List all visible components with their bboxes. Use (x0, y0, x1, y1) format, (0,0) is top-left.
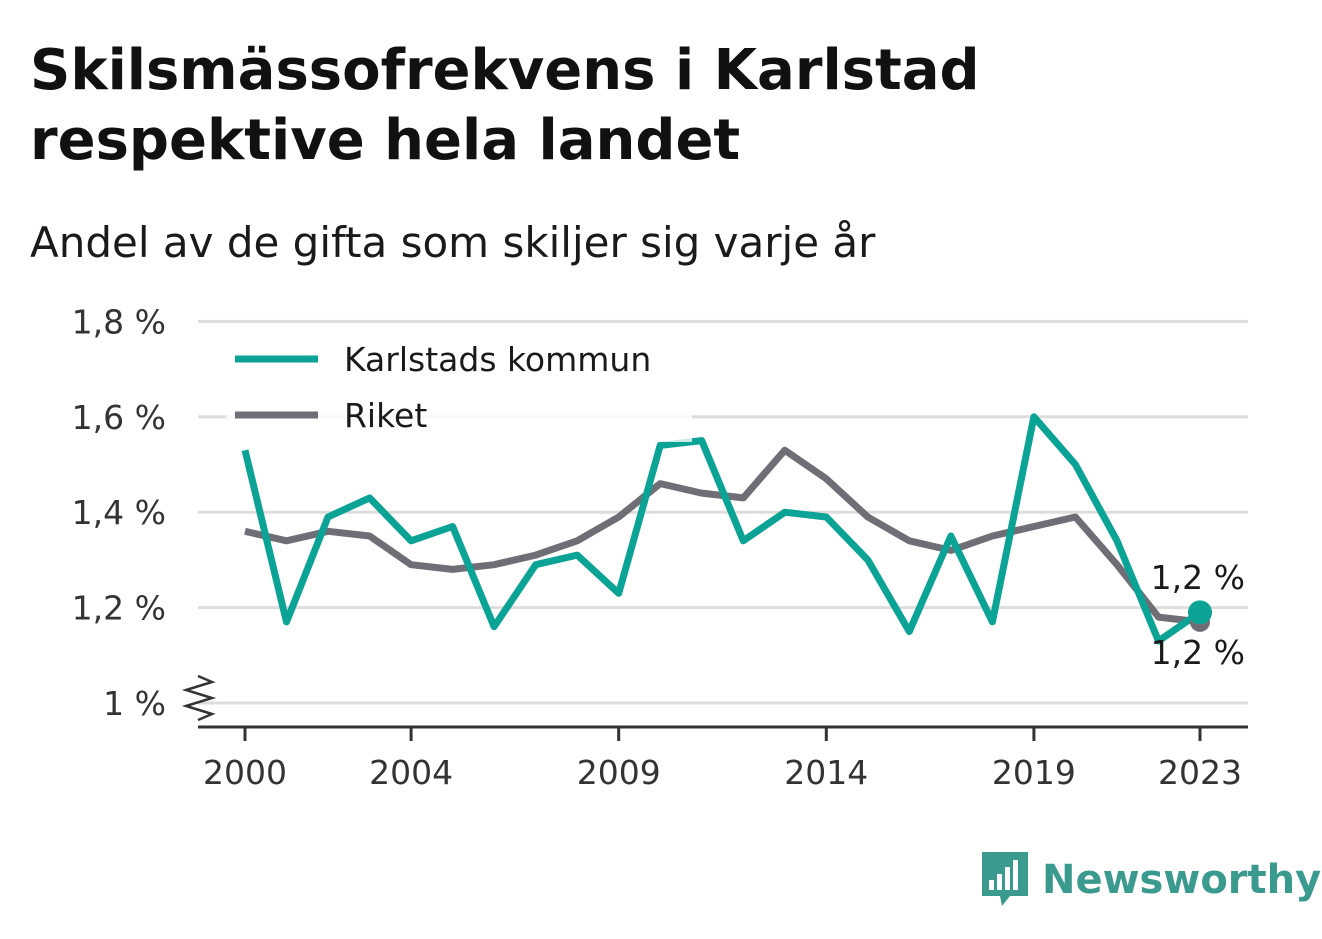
brand-name: Newsworthy (1042, 857, 1322, 903)
x-axis (181, 674, 1248, 729)
y-tick-label: 1,2 % (72, 589, 166, 628)
x-tick-label: 2014 (784, 753, 868, 792)
legend: Karlstads kommun Riket (226, 332, 692, 442)
chart-title: Skilsmässofrekvens i Karlstad respektive… (30, 38, 980, 173)
legend-label-riket: Riket (344, 396, 427, 435)
x-tick-label: 2023 (1158, 753, 1242, 792)
y-tick-label: 1,4 % (72, 493, 166, 532)
end-labels: 1,2 % 1,2 % (1151, 558, 1245, 672)
x-tick-label: 2019 (992, 753, 1076, 792)
x-tick-label: 2000 (203, 753, 287, 792)
brand-logo: Newsworthy (980, 850, 1321, 910)
y-tick-label: 1,8 % (72, 302, 166, 341)
end-label-karlstad: 1,2 % (1151, 558, 1245, 597)
x-axis-ticks: 2000 2004 2009 2014 2019 2023 (203, 727, 1242, 792)
end-label-riket: 1,2 % (1151, 633, 1245, 672)
axis-break-icon (181, 674, 217, 722)
x-tick-label: 2009 (577, 753, 661, 792)
legend-label-karlstad: Karlstads kommun (344, 340, 651, 379)
series-line-karlstad (241, 413, 1202, 645)
chart-subtitle: Andel av de gifta som skiljer sig varje … (30, 218, 876, 267)
y-axis-ticks: 1 % 1,2 % 1,4 % 1,6 % 1,8 % (72, 302, 166, 723)
legend-background (226, 332, 692, 442)
y-tick-label: 1 % (103, 684, 166, 723)
y-tick-label: 1,6 % (72, 398, 166, 437)
end-point-karlstad (1188, 600, 1212, 625)
x-tick-label: 2004 (369, 753, 453, 792)
grid-lines (198, 319, 1248, 705)
series-lines (241, 413, 1212, 645)
series-line-riket (244, 446, 1201, 626)
newsworthy-logo-icon (982, 852, 1028, 906)
